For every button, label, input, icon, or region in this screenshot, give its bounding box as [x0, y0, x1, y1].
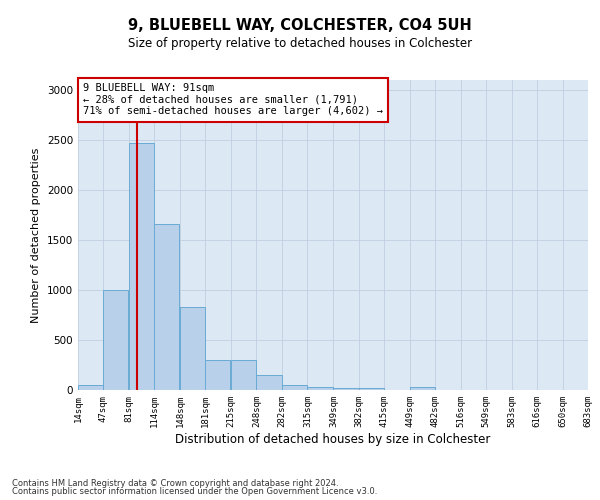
Bar [154, 224, 179, 390]
Text: Contains HM Land Registry data © Crown copyright and database right 2024.: Contains HM Land Registry data © Crown c… [12, 478, 338, 488]
Text: Contains public sector information licensed under the Open Government Licence v3: Contains public sector information licen… [12, 487, 377, 496]
Bar [307, 386, 332, 390]
Text: Size of property relative to detached houses in Colchester: Size of property relative to detached ho… [128, 38, 472, 51]
Bar [180, 307, 205, 390]
Bar [205, 360, 230, 390]
Bar [78, 384, 103, 390]
Bar [410, 387, 435, 390]
Bar [256, 375, 281, 390]
Y-axis label: Number of detached properties: Number of detached properties [31, 148, 41, 322]
Text: 9, BLUEBELL WAY, COLCHESTER, CO4 5UH: 9, BLUEBELL WAY, COLCHESTER, CO4 5UH [128, 18, 472, 32]
X-axis label: Distribution of detached houses by size in Colchester: Distribution of detached houses by size … [175, 432, 491, 446]
Bar [129, 143, 154, 390]
Bar [103, 290, 128, 390]
Bar [283, 384, 307, 390]
Bar [334, 388, 359, 390]
Bar [359, 388, 383, 390]
Text: 9 BLUEBELL WAY: 91sqm
← 28% of detached houses are smaller (1,791)
71% of semi-d: 9 BLUEBELL WAY: 91sqm ← 28% of detached … [83, 83, 383, 116]
Bar [231, 360, 256, 390]
